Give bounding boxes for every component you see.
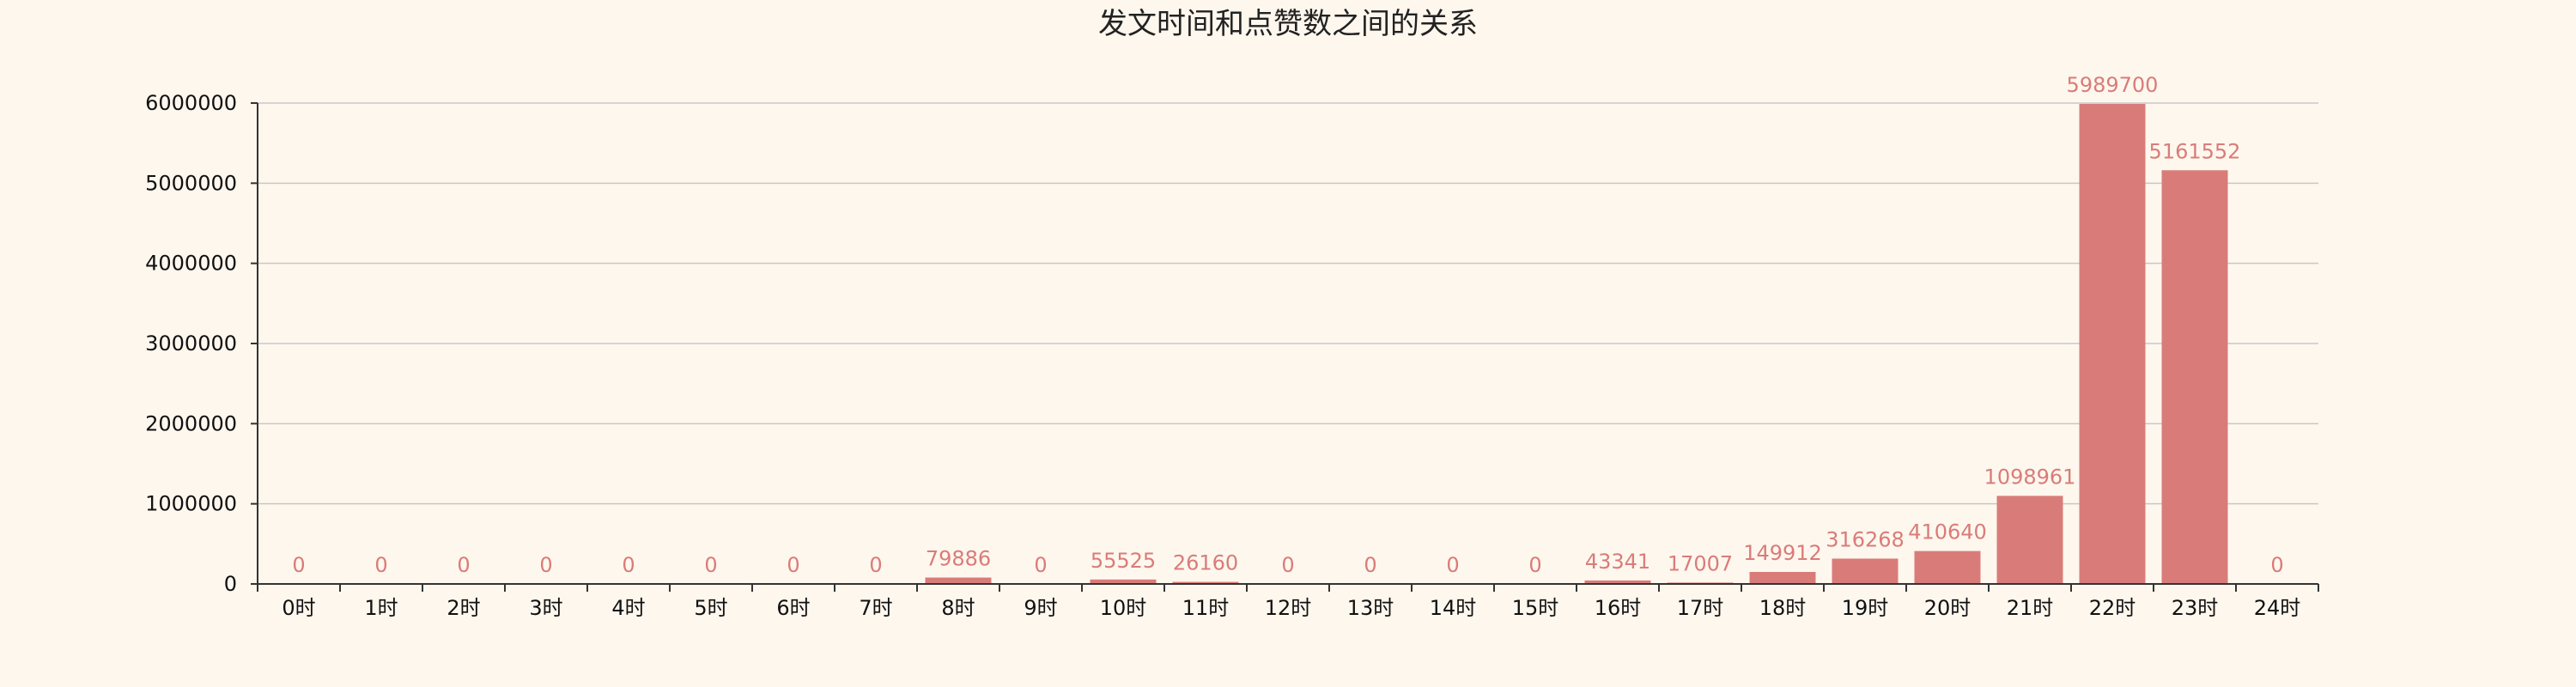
y-tick-labels: 0 1000000 2000000 3000000 4000000 5000000 6000… [145, 91, 237, 596]
data-label: 0 [704, 553, 717, 577]
y-tick-label: 3000000 [145, 331, 237, 356]
data-label: 0 [869, 553, 882, 577]
data-label: 0 [1528, 553, 1541, 577]
x-tick-label: 11时 [1182, 596, 1230, 620]
data-label: 0 [1281, 553, 1294, 577]
data-label: 0 [457, 553, 470, 577]
data-label: 0 [1034, 553, 1047, 577]
x-tick-label: 17时 [1677, 596, 1724, 620]
x-tick-label: 14时 [1430, 596, 1477, 620]
x-tick-label: 24时 [2254, 596, 2301, 620]
x-tick-label: 7时 [859, 596, 892, 620]
data-label: 5161552 [2149, 139, 2241, 163]
data-label: 0 [539, 553, 552, 577]
bar [1832, 558, 1899, 584]
data-label: 0 [787, 553, 799, 577]
data-label: 43341 [1585, 550, 1650, 574]
x-tick-labels: 0时 1时 2时 3时 4时 5时 6时 7时 8时 9时 10时 11时 12时 13时 14时 15时 16… [282, 596, 2300, 620]
data-label: 0 [2270, 553, 2283, 577]
y-tick-label: 6000000 [145, 91, 237, 115]
data-label: 316268 [1826, 527, 1905, 551]
x-tick-label: 18时 [1759, 596, 1807, 620]
data-label: 26160 [1173, 551, 1238, 575]
axes [251, 102, 2319, 592]
x-tick-label: 5时 [694, 596, 727, 620]
data-label: 0 [1446, 553, 1459, 577]
y-tick-label: 0 [224, 572, 237, 596]
y-tick-label: 4000000 [145, 252, 237, 276]
bar [2161, 170, 2228, 585]
bar [2079, 103, 2146, 585]
data-label: 5989700 [2067, 73, 2159, 97]
bar [1996, 495, 2063, 584]
x-tick-label: 6时 [776, 596, 810, 620]
x-tick-label: 10时 [1100, 596, 1147, 620]
x-tick-label: 0时 [282, 596, 315, 620]
y-tick-label: 2000000 [145, 411, 237, 435]
y-tick-label: 5000000 [145, 171, 237, 195]
bar [1172, 581, 1239, 584]
x-tick-label: 15时 [1512, 596, 1559, 620]
chart-title: 发文时间和点赞数之间的关系 [1098, 7, 1478, 41]
x-tick-label: 19时 [1842, 596, 1889, 620]
x-tick-label: 4时 [611, 596, 645, 620]
grid-lines [258, 102, 2318, 505]
data-labels: 0 0 0 0 0 0 0 0 79886 0 55525 26160 0 0 0 0 43341 17007 14… [292, 73, 2283, 577]
data-label: 17007 [1668, 551, 1733, 575]
x-tick-label: 13时 [1347, 596, 1394, 620]
bar [1584, 580, 1651, 584]
data-label: 0 [292, 553, 305, 577]
bar [925, 577, 992, 584]
x-tick-label: 20时 [1924, 596, 1971, 620]
data-label: 0 [374, 553, 387, 577]
bar [1090, 579, 1157, 584]
data-label: 1098961 [1984, 465, 2076, 489]
bars [925, 103, 2228, 585]
data-label: 55525 [1091, 549, 1156, 573]
data-label: 0 [622, 553, 635, 577]
x-tick-label: 2时 [447, 596, 480, 620]
x-tick-label: 16时 [1595, 596, 1642, 620]
x-tick-label: 3时 [529, 596, 562, 620]
x-tick-label: 12时 [1265, 596, 1312, 620]
data-label: 79886 [926, 547, 991, 571]
x-tick-label: 21时 [2007, 596, 2054, 620]
bar [1749, 572, 1816, 584]
x-tick-label: 22时 [2089, 596, 2136, 620]
data-label: 149912 [1743, 541, 1822, 565]
bar [1914, 550, 1981, 584]
data-label: 0 [1364, 553, 1376, 577]
data-label: 410640 [1908, 520, 1987, 544]
x-tick-label: 23时 [2172, 596, 2219, 620]
y-tick-label: 1000000 [145, 492, 237, 516]
x-tick-label: 8时 [941, 596, 975, 620]
x-tick-label: 9时 [1024, 596, 1057, 620]
x-tick-label: 1时 [364, 596, 398, 620]
